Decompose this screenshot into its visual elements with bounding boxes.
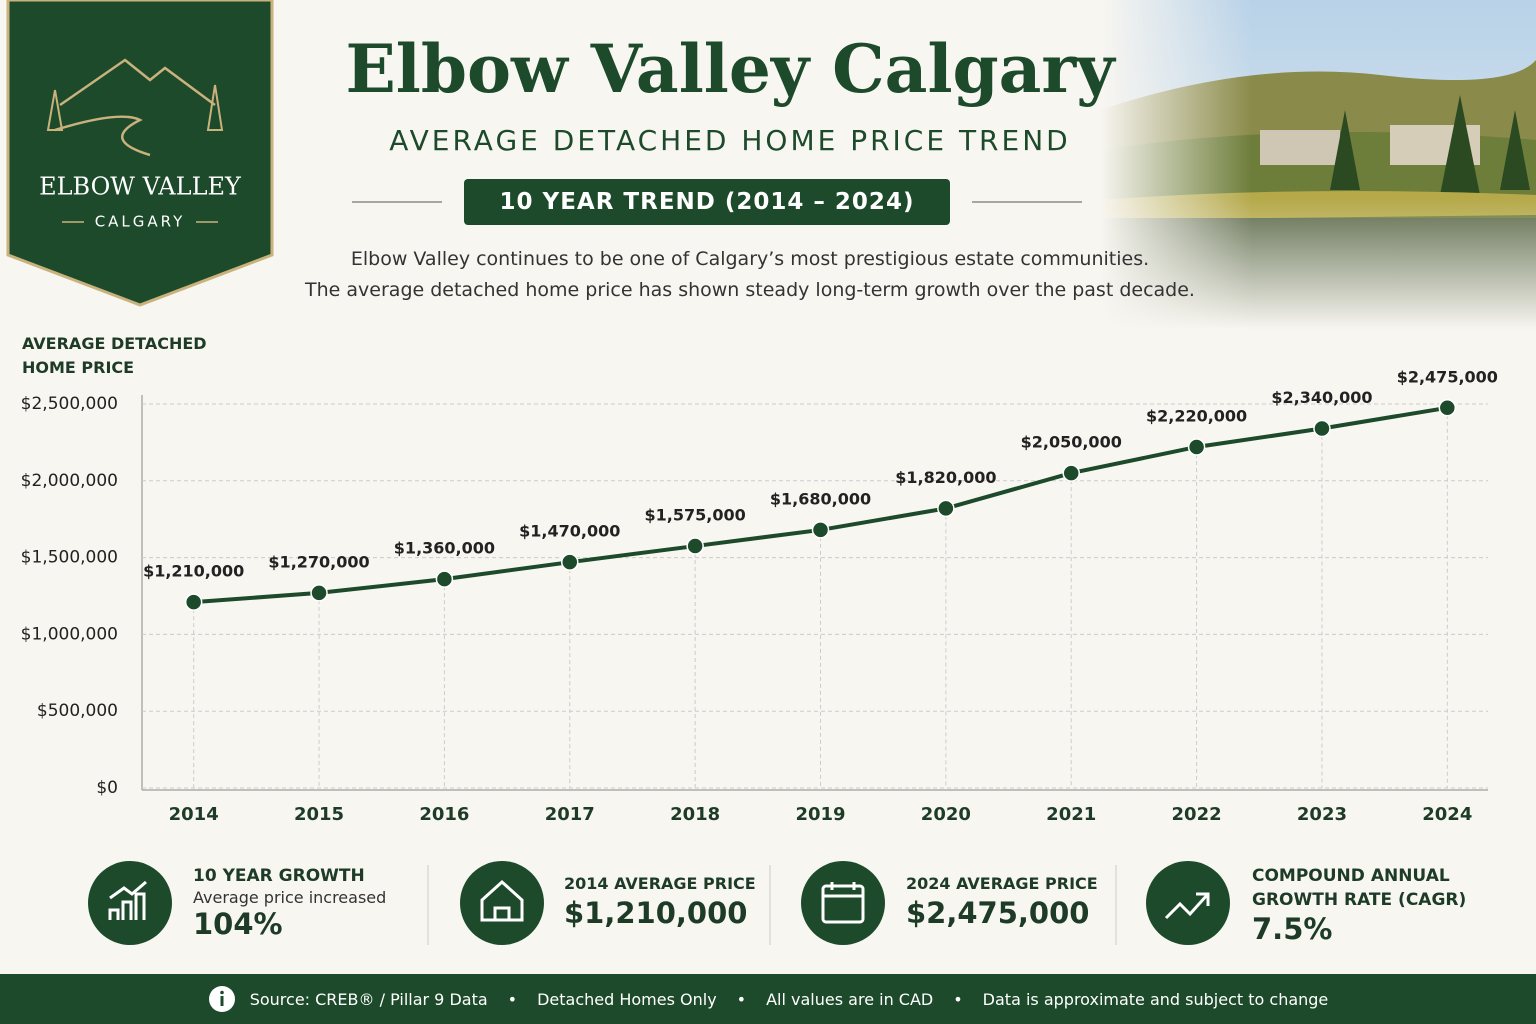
y-tick-label: $2,500,000 bbox=[21, 394, 118, 414]
x-tick-label: 2022 bbox=[1172, 804, 1222, 825]
point bbox=[686, 537, 704, 555]
badge: ELBOW VALLEY CALGARY bbox=[6, 0, 274, 307]
badge-subtitle: CALGARY bbox=[95, 213, 186, 231]
data-label: $2,340,000 bbox=[1271, 388, 1372, 407]
title: Elbow Valley Calgary bbox=[345, 30, 1115, 108]
point bbox=[184, 593, 203, 611]
stat: 10 YEAR GROWTH Average price increased 1… bbox=[193, 864, 423, 941]
stat-value: $2,475,000 bbox=[906, 896, 1090, 930]
y-tick-label: $0 bbox=[96, 778, 118, 798]
stat-note: Average price increased bbox=[193, 888, 387, 907]
stat: 2014 AVERAGE PRICE $1,210,000 bbox=[564, 872, 764, 930]
x-tick-label: 2017 bbox=[545, 804, 595, 825]
point bbox=[937, 499, 955, 518]
data-label: $1,575,000 bbox=[645, 506, 746, 525]
x-tick-label: 2023 bbox=[1297, 804, 1347, 825]
subtitle: AVERAGE DETACHED HOME PRICE TREND bbox=[389, 124, 1071, 157]
x-tick-label: 2020 bbox=[921, 804, 971, 825]
description: The average detached home price has show… bbox=[305, 279, 1195, 301]
x-tick-label: 2021 bbox=[1046, 804, 1096, 825]
badge-title: ELBOW VALLEY bbox=[39, 173, 242, 201]
point bbox=[435, 570, 454, 588]
info-icon bbox=[208, 986, 235, 1012]
stat-value: 104% bbox=[193, 907, 283, 941]
point bbox=[310, 584, 328, 602]
x-tick-label: 2015 bbox=[294, 804, 344, 825]
stat-label: 2014 AVERAGE PRICE bbox=[564, 874, 756, 893]
data-label: $2,050,000 bbox=[1021, 433, 1122, 452]
stat-icons bbox=[88, 861, 1230, 945]
x-tick-label: 2019 bbox=[795, 804, 845, 825]
y-axis-label: AVERAGE DETACHED HOME PRICE bbox=[22, 334, 207, 377]
stat-value: $1,210,000 bbox=[564, 896, 748, 930]
footer-item: Data is approximate and subject to chang… bbox=[933, 990, 1329, 1009]
data-label: $1,680,000 bbox=[770, 489, 871, 508]
data-label: $1,210,000 bbox=[143, 562, 244, 581]
footer-item: Detached Homes Only bbox=[488, 990, 717, 1009]
footer: Source: CREB® / Pillar 9 Data Detached H… bbox=[0, 974, 1536, 1024]
y-tick-label: $2,000,000 bbox=[21, 471, 118, 491]
data-label: $2,220,000 bbox=[1146, 406, 1247, 425]
stat: 2024 AVERAGE PRICE $2,475,000 bbox=[906, 872, 1106, 930]
data-label: $1,270,000 bbox=[268, 552, 369, 571]
y-tick-label: $1,500,000 bbox=[21, 548, 118, 568]
y-tick-label: $1,000,000 bbox=[21, 624, 118, 644]
point bbox=[1187, 438, 1206, 456]
x-tick-label: 2018 bbox=[670, 804, 720, 825]
point bbox=[1313, 419, 1331, 438]
stat-label: COMPOUND ANNUAL GROWTH RATE (CAGR) bbox=[1252, 866, 1467, 910]
stat: COMPOUND ANNUAL GROWTH RATE (CAGR) 7.5% bbox=[1252, 864, 1482, 946]
footer-item: All values are in CAD bbox=[717, 990, 933, 1009]
landscape bbox=[1100, 0, 1536, 330]
data-label: $1,820,000 bbox=[895, 468, 996, 487]
x-tick-label: 2016 bbox=[419, 804, 469, 825]
x-tick-label: 2024 bbox=[1422, 804, 1472, 825]
data-label: $2,475,000 bbox=[1397, 367, 1498, 386]
data-label: $1,360,000 bbox=[394, 539, 495, 558]
point bbox=[811, 521, 830, 539]
description: Elbow Valley continues to be one of Calg… bbox=[350, 248, 1150, 270]
x-tick-label: 2014 bbox=[169, 804, 219, 825]
footer-item: Source: CREB® / Pillar 9 Data bbox=[249, 989, 488, 1009]
data-label: $1,470,000 bbox=[519, 522, 620, 541]
stat-label: 2024 AVERAGE PRICE bbox=[906, 874, 1098, 893]
y-tick-label: $500,000 bbox=[37, 701, 118, 721]
stat-value: 7.5% bbox=[1252, 912, 1333, 946]
trend-pill: 10 YEAR TREND (2014 – 2024) bbox=[464, 179, 950, 225]
stat-label: 10 YEAR GROWTH bbox=[193, 866, 365, 886]
point bbox=[1062, 464, 1080, 482]
point bbox=[1438, 399, 1457, 417]
point bbox=[561, 553, 579, 571]
